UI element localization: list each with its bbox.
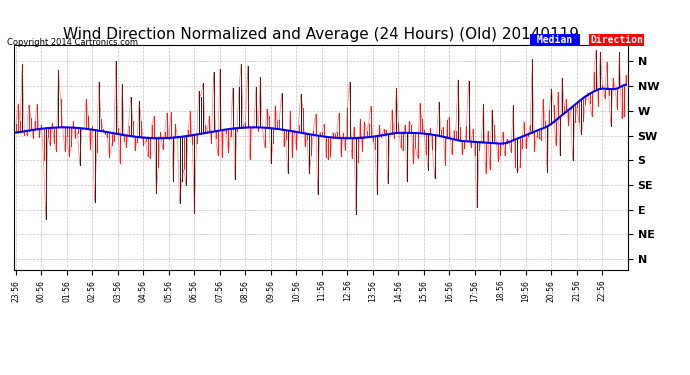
Title: Wind Direction Normalized and Average (24 Hours) (Old) 20140119: Wind Direction Normalized and Average (2… xyxy=(63,27,579,42)
Text: Copyright 2014 Cartronics.com: Copyright 2014 Cartronics.com xyxy=(7,38,138,47)
Text: Direction: Direction xyxy=(590,35,643,45)
Text: Median: Median xyxy=(531,35,578,45)
